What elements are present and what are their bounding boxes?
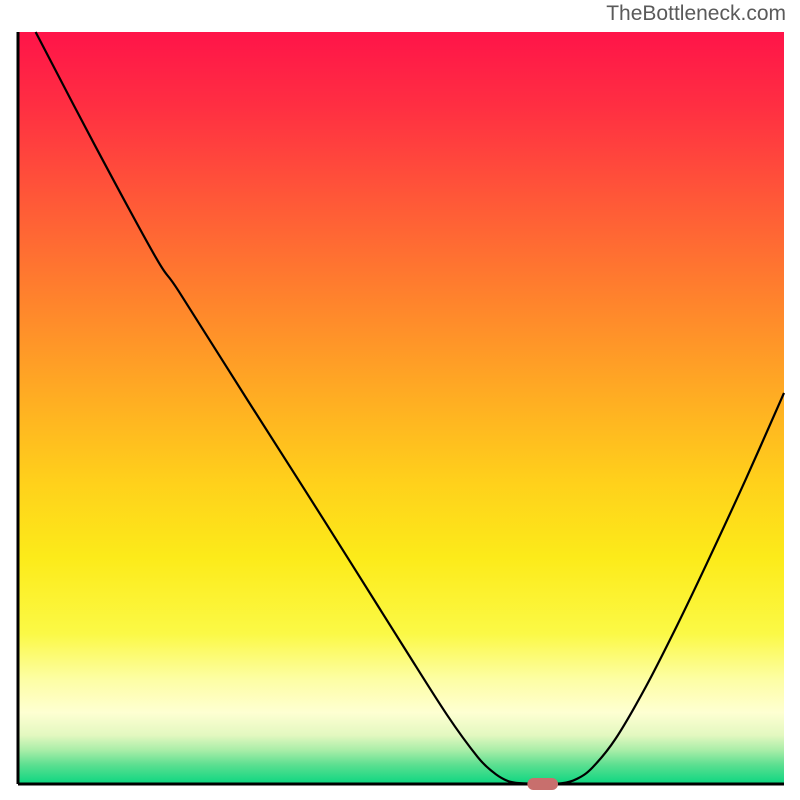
optimal-marker: [527, 778, 558, 790]
bottleneck-chart: [0, 0, 800, 800]
plot-background: [18, 32, 784, 784]
